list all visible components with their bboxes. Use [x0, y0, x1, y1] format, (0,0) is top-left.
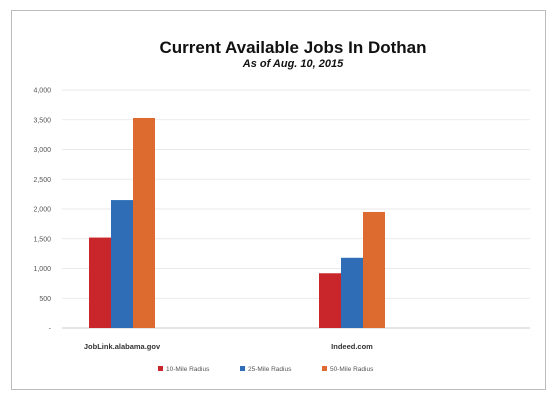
y-tick-label: 3,000	[33, 147, 51, 154]
legend: 10-Mile Radius 25-Mile Radius 50-Mile Radi…	[158, 366, 374, 373]
bar-0-2	[133, 117, 155, 328]
bar-1-2	[363, 211, 385, 328]
x-axis-categories: JobLink.alabama.gov Indeed.com	[84, 342, 373, 351]
y-tick-label: 1,000	[33, 266, 51, 273]
bars	[89, 117, 385, 328]
legend-label: 25-Mile Radius	[248, 366, 292, 373]
bar-0-0	[89, 237, 111, 328]
legend-swatch	[322, 366, 327, 371]
y-axis-ticks: - 500 1,000 1,500 2,000 2,500 3,000 3,500 4,000	[33, 88, 51, 333]
y-tick-label: 3,500	[33, 117, 51, 124]
legend-label: 50-Mile Radius	[330, 366, 374, 373]
y-tick-label: 4,000	[33, 88, 51, 95]
category-label: JobLink.alabama.gov	[84, 342, 161, 351]
chart-subtitle: As of Aug. 10, 2015	[242, 58, 344, 70]
y-tick-label: 500	[39, 296, 51, 303]
y-tick-label: 1,500	[33, 236, 51, 243]
y-tick-label: -	[49, 326, 52, 333]
chart-title: Current Available Jobs In Dothan	[159, 38, 426, 57]
category-label: Indeed.com	[331, 342, 373, 351]
bar-1-1	[341, 257, 363, 328]
legend-swatch	[240, 366, 245, 371]
legend-label: 10-Mile Radius	[166, 366, 210, 373]
bar-1-0	[319, 273, 341, 328]
y-tick-label: 2,500	[33, 177, 51, 184]
legend-swatch	[158, 366, 163, 371]
bar-0-1	[111, 200, 133, 328]
y-tick-label: 2,000	[33, 207, 51, 214]
